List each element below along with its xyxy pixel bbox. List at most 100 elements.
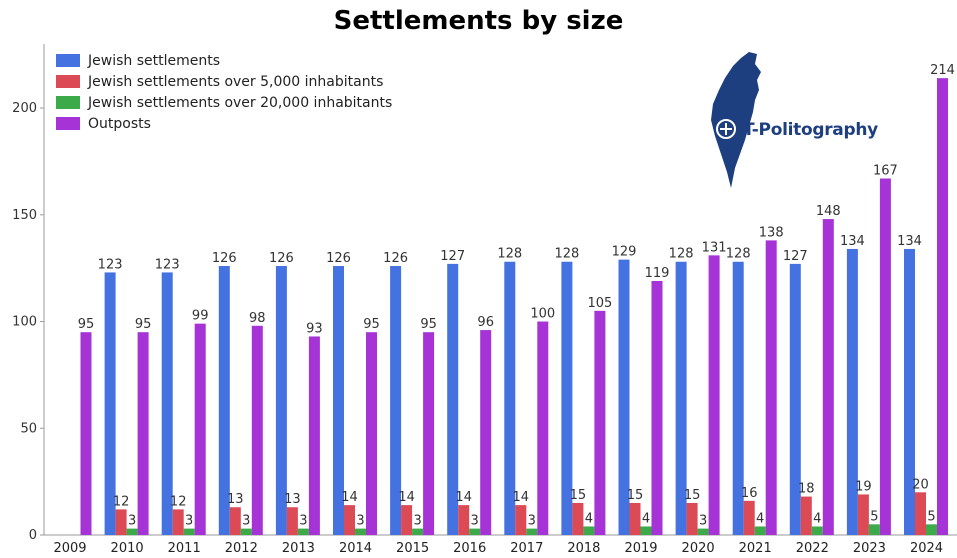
data-label: 128 [669, 247, 694, 262]
data-label: 134 [840, 234, 865, 249]
data-label: 14 [398, 490, 415, 505]
bar [811, 526, 823, 535]
data-label: 12 [113, 494, 130, 509]
data-label: 4 [813, 511, 821, 526]
data-label: 3 [242, 514, 250, 529]
bar [401, 505, 413, 535]
bar [344, 505, 355, 535]
data-label: 18 [798, 482, 815, 497]
data-label: 148 [816, 204, 841, 219]
legend-label: Jewish settlements over 20,000 inhabitan… [88, 94, 393, 111]
chart-bars [80, 78, 948, 535]
x-tick-label: 2023 [853, 541, 886, 556]
data-label: 128 [497, 247, 522, 262]
x-tick-label: 2024 [910, 541, 943, 556]
bar [366, 332, 377, 535]
data-label: 14 [513, 490, 530, 505]
legend-swatch [56, 75, 80, 88]
x-tick-label: 2012 [225, 541, 258, 556]
y-tick-label: 100 [12, 315, 37, 330]
data-label: 15 [684, 488, 701, 503]
data-label: 95 [363, 317, 380, 332]
data-label: 99 [192, 309, 209, 324]
bar [857, 494, 869, 535]
bar [240, 528, 252, 535]
y-tick-label: 50 [20, 421, 37, 436]
data-label: 214 [930, 63, 955, 78]
data-label: 3 [185, 514, 193, 529]
data-label: 15 [627, 488, 644, 503]
data-label: 19 [855, 479, 872, 494]
legend-label: Outposts [88, 115, 151, 132]
data-label: 119 [645, 266, 670, 281]
data-label: 126 [326, 251, 351, 266]
x-tick-label: 2014 [339, 541, 372, 556]
bar [937, 78, 948, 535]
data-label: 16 [741, 486, 758, 501]
data-label: 3 [356, 514, 364, 529]
bar [80, 332, 92, 535]
bar [104, 272, 116, 535]
data-label: 3 [413, 514, 421, 529]
bar [904, 248, 915, 535]
data-label: 131 [702, 240, 727, 255]
bar [675, 261, 687, 535]
bar [218, 266, 230, 535]
bar [115, 509, 127, 535]
bar [583, 526, 595, 535]
bar [172, 509, 184, 535]
y-tick-label: 200 [12, 101, 37, 116]
data-label: 96 [477, 315, 494, 330]
data-label: 5 [927, 509, 935, 524]
chart-legend: Jewish settlements Jewish settlements ov… [56, 50, 392, 134]
logo-text: T-Politography [743, 120, 878, 140]
x-tick-label: 2022 [796, 541, 829, 556]
bar [504, 261, 516, 535]
bar [390, 266, 402, 535]
data-label: 123 [155, 257, 180, 272]
bar [480, 330, 492, 535]
bar [732, 261, 744, 535]
legend-swatch [56, 96, 80, 109]
data-label: 12 [170, 494, 187, 509]
data-label: 5 [870, 509, 878, 524]
bar [765, 240, 777, 535]
data-label: 4 [756, 511, 764, 526]
data-label: 3 [528, 514, 536, 529]
data-label: 4 [642, 511, 650, 526]
bar [423, 332, 435, 535]
data-label: 13 [284, 492, 301, 507]
x-tick-label: 2019 [624, 541, 657, 556]
bar [629, 502, 641, 535]
bar [412, 528, 424, 535]
bar [572, 502, 584, 535]
legend-swatch [56, 54, 80, 67]
data-label: 3 [128, 514, 136, 529]
bar [137, 332, 149, 535]
bar [515, 505, 527, 535]
bar [526, 528, 538, 535]
data-label: 20 [912, 477, 929, 492]
data-label: 128 [726, 247, 751, 262]
bar [868, 524, 880, 535]
x-tick-label: 2015 [396, 541, 429, 556]
bar [308, 336, 320, 535]
data-label: 128 [554, 247, 579, 262]
x-tick-label: 2017 [510, 541, 543, 556]
bar [789, 263, 801, 535]
data-label: 167 [873, 163, 898, 178]
legend-swatch [56, 117, 80, 130]
data-label: 127 [440, 249, 465, 264]
data-label: 95 [420, 317, 437, 332]
bar [297, 528, 309, 535]
bar [229, 507, 241, 535]
israel-map-icon [711, 52, 761, 188]
x-tick-label: 2018 [567, 541, 600, 556]
bar [183, 528, 195, 535]
data-label: 98 [249, 311, 266, 326]
data-label: 14 [455, 490, 472, 505]
bar [754, 526, 766, 535]
legend-item: Outposts [56, 113, 392, 134]
x-tick-label: 2013 [282, 541, 315, 556]
